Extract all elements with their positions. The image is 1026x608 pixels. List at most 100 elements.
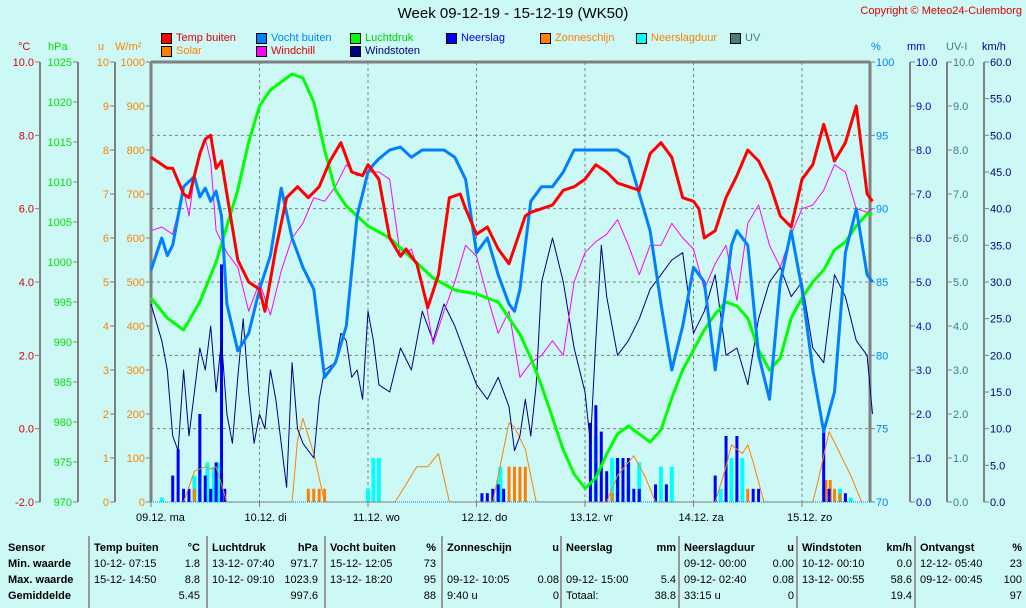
pressure-tick-label: 1025 bbox=[48, 57, 72, 69]
stats-cell-value: 1.8 bbox=[184, 558, 200, 570]
stats-column-neerslag: Neerslag mm 09-12- 15:00 5.4 Totaal: 38.8 bbox=[566, 540, 676, 608]
hours-tick-label: 8 bbox=[103, 145, 109, 157]
stats-cell-row: Totaal: 38.8 bbox=[566, 588, 676, 604]
stats-cell-value: 0.08 bbox=[772, 574, 794, 586]
legend-label: Solar bbox=[176, 45, 202, 57]
bar-neerslag bbox=[502, 488, 506, 502]
uv-tick-label: 5.0 bbox=[953, 277, 968, 289]
pressure-tick-label: 1000 bbox=[48, 257, 72, 269]
column-separator bbox=[796, 536, 798, 608]
column-separator bbox=[560, 536, 562, 608]
series-vocht-buiten bbox=[149, 145, 874, 434]
bar-neerslag bbox=[654, 484, 658, 502]
stats-cell-value: 95 bbox=[423, 574, 436, 586]
legend-label: Zonneschijn bbox=[555, 32, 615, 44]
bar-neerslag bbox=[198, 414, 202, 502]
legend-swatch bbox=[256, 32, 267, 44]
row-label: Min. waarde bbox=[8, 558, 71, 570]
bar-neerslagduur bbox=[376, 458, 381, 502]
hours-axis-unit: u bbox=[98, 41, 105, 53]
bar-neerslagduur bbox=[159, 497, 164, 502]
column-separator bbox=[678, 536, 680, 608]
weather-chart: -2.00.02.04.06.08.010.097097598098599099… bbox=[13, 57, 1012, 524]
stats-cell-left: 13-12- 07:40 bbox=[212, 558, 275, 570]
stats-cell-row: Windstoten km/h bbox=[802, 540, 912, 556]
stats-cell-row: Temp buiten °C bbox=[94, 540, 200, 556]
stats-cell-row: 10-12- 07:15 1.8 bbox=[94, 556, 200, 572]
bar-neerslag bbox=[209, 488, 213, 502]
x-tick-label: 15.12. zo bbox=[787, 512, 832, 524]
solar-tick-label: 900 bbox=[127, 101, 145, 113]
bar-neerslag bbox=[480, 493, 484, 502]
legend-label: Luchtdruk bbox=[365, 32, 414, 44]
wind-tick-label: 60.0 bbox=[990, 57, 1011, 69]
wind-tick-label: 35.0 bbox=[990, 240, 1011, 252]
stats-cell-value: 88 bbox=[423, 590, 436, 602]
bar-neerslag bbox=[827, 488, 831, 502]
bar-neerslagduur bbox=[610, 458, 615, 502]
copyright-label: Copyright © Meteo24-Culemborg bbox=[860, 5, 1022, 17]
stats-cell-left: 10-12- 00:10 bbox=[802, 558, 865, 570]
column-separator bbox=[88, 536, 90, 608]
bar-neerslag bbox=[632, 488, 636, 502]
bar-neerslagduur bbox=[658, 466, 663, 502]
bar-neerslag bbox=[496, 484, 500, 502]
bar-neerslag bbox=[616, 458, 620, 502]
pressure-axis-unit: hPa bbox=[48, 41, 68, 53]
stats-cell-left: Totaal: bbox=[566, 590, 599, 602]
temp-tick-label: 6.0 bbox=[19, 204, 34, 216]
solar-tick-label: 400 bbox=[127, 321, 145, 333]
stats-cell-value: 73 bbox=[423, 558, 436, 570]
pressure-tick-label: 995 bbox=[54, 297, 72, 309]
wind-tick-label: 45.0 bbox=[990, 167, 1011, 179]
wind-tick-label: 10.0 bbox=[990, 424, 1011, 436]
stats-cell-left: 33:15 u bbox=[684, 590, 721, 602]
hours-tick-label: 3 bbox=[103, 365, 109, 377]
series-temp-buiten bbox=[150, 104, 874, 313]
stats-cell-value: % bbox=[426, 542, 436, 554]
series-luchtdruk bbox=[149, 72, 873, 490]
stats-column-vocht-buiten: Vocht buiten% 15-12- 12:05 73 13-12- 18:20 9… bbox=[330, 540, 436, 608]
humidity-tick-label: 90 bbox=[876, 204, 888, 216]
wind-tick-label: 20.0 bbox=[990, 350, 1011, 362]
column-separator bbox=[324, 536, 326, 608]
wind-tick-label: 25.0 bbox=[990, 314, 1011, 326]
stats-column-temp-buiten: Temp buiten °C 10-12- 07:15 1.8 15-12- 14:50… bbox=[94, 540, 200, 608]
stats-cell-row: 09-12- 00:00 0.00 bbox=[684, 556, 794, 572]
bar-neerslag bbox=[203, 475, 207, 502]
row-labels: Sensor Min. waarde Max. waarde Gemiddelde bbox=[8, 540, 88, 608]
stats-cell-left: 10-12- 07:15 bbox=[94, 558, 157, 570]
bar-zonneschijn bbox=[518, 466, 522, 502]
legend-swatch bbox=[730, 32, 741, 44]
pressure-tick-label: 980 bbox=[54, 417, 72, 429]
stats-cell-row: 13-12- 07:40 971.7 bbox=[212, 556, 318, 572]
stats-column-windstoten: Windstoten km/h 10-12- 00:10 0.0 13-12- 00:5… bbox=[802, 540, 912, 608]
pressure-tick-label: 1015 bbox=[48, 137, 72, 149]
stats-cell-value: 100 bbox=[1003, 574, 1022, 586]
wind-tick-label: 5.0 bbox=[990, 460, 1005, 472]
bar-neerslag bbox=[626, 458, 630, 502]
bar-zonneschijn bbox=[306, 488, 310, 502]
temp-tick-label: 2.0 bbox=[19, 350, 34, 362]
stats-cell-row: 13-12- 00:55 58.6 bbox=[802, 572, 912, 588]
rain-tick-label: 1.0 bbox=[916, 453, 931, 465]
bar-neerslagduur bbox=[848, 497, 853, 502]
legend-swatch bbox=[256, 45, 267, 57]
bar-neerslag bbox=[621, 458, 625, 502]
stats-cell-row: Neerslag mm bbox=[566, 540, 676, 556]
stats-cell-left: Luchtdruk bbox=[212, 542, 266, 554]
rain-tick-label: 8.0 bbox=[916, 145, 931, 157]
stats-cell-row: 09-12- 15:00 5.4 bbox=[566, 572, 676, 588]
stats-cell-left: 09-12- 02:40 bbox=[684, 574, 747, 586]
row-label: Max. waarde bbox=[8, 574, 74, 586]
uv-tick-label: 6.0 bbox=[953, 233, 968, 245]
solar-tick-label: 600 bbox=[127, 233, 145, 245]
humidity-tick-label: 85 bbox=[876, 277, 888, 289]
legend-label: Vocht buiten bbox=[271, 32, 332, 44]
bar-neerslagduur bbox=[637, 462, 642, 502]
bar-neerslagduur bbox=[729, 458, 734, 502]
rain-tick-label: 6.0 bbox=[916, 233, 931, 245]
stats-cell-left: 09-12- 00:45 bbox=[920, 574, 983, 586]
uv-axis-unit: UV-I bbox=[946, 41, 968, 53]
pressure-tick-label: 1005 bbox=[48, 217, 72, 229]
